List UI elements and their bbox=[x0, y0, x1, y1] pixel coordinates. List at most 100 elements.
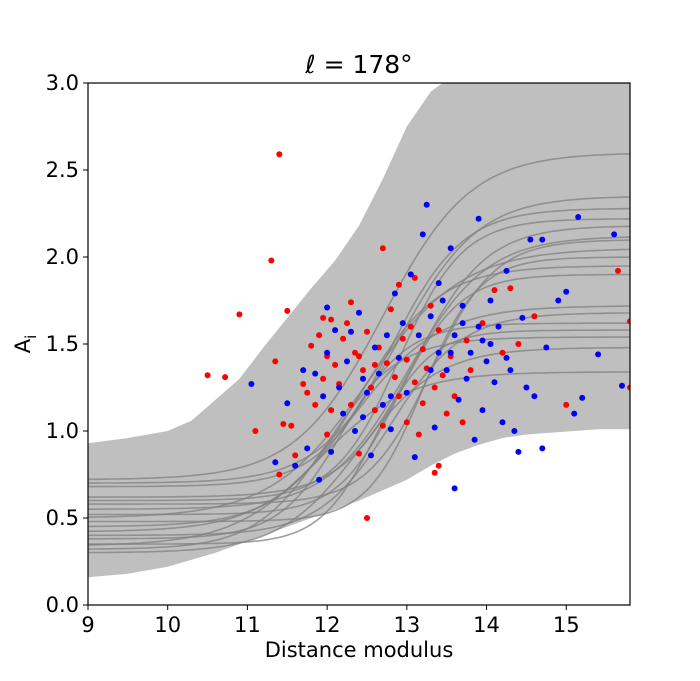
blue-data-point bbox=[391, 290, 398, 297]
blue-data-point bbox=[284, 400, 291, 407]
blue-data-point bbox=[519, 314, 526, 321]
extinction-curve-6 bbox=[88, 248, 630, 518]
y-tick-label: 1.0 bbox=[46, 419, 79, 443]
y-axis-label-main: A bbox=[11, 338, 35, 353]
blue-data-point bbox=[487, 297, 494, 304]
red-data-point bbox=[312, 401, 319, 408]
red-data-point bbox=[272, 358, 279, 365]
blue-data-point bbox=[439, 297, 446, 304]
blue-data-point bbox=[475, 323, 482, 330]
blue-data-point bbox=[467, 349, 474, 356]
extinction-curve-13 bbox=[88, 336, 630, 550]
red-data-point bbox=[491, 287, 498, 294]
blue-data-point bbox=[595, 351, 602, 358]
red-data-point bbox=[332, 361, 339, 368]
red-data-point bbox=[403, 419, 410, 426]
blue-data-point bbox=[427, 313, 434, 320]
blue-data-point bbox=[427, 367, 434, 374]
blue-data-point bbox=[399, 320, 406, 327]
blue-data-point bbox=[471, 436, 478, 443]
red-data-point bbox=[411, 379, 418, 386]
x-tick-label: 11 bbox=[234, 613, 261, 637]
uncertainty-band bbox=[88, 83, 630, 578]
red-data-point bbox=[435, 327, 442, 334]
blue-data-point bbox=[383, 332, 390, 339]
red-data-point bbox=[407, 323, 414, 330]
blue-data-point bbox=[479, 407, 486, 414]
blue-data-point bbox=[511, 428, 518, 434]
x-tick-label: 13 bbox=[393, 613, 420, 637]
blue-data-point bbox=[447, 245, 454, 252]
blue-data-point bbox=[463, 375, 470, 382]
red-data-point bbox=[288, 422, 295, 429]
y-tick-label: 2.0 bbox=[46, 245, 79, 269]
blue-data-point bbox=[403, 389, 410, 396]
blue-data-point bbox=[543, 344, 550, 351]
blue-data-point bbox=[443, 367, 450, 374]
red-data-point bbox=[340, 335, 347, 342]
red-data-point bbox=[368, 384, 374, 391]
blue-data-point bbox=[344, 358, 350, 365]
blue-data-point bbox=[324, 304, 331, 311]
red-data-point bbox=[328, 407, 335, 414]
blue-data-point bbox=[523, 384, 530, 391]
blue-data-point bbox=[435, 280, 442, 287]
y-axis-label: Ai bbox=[11, 335, 40, 354]
extinction-curve-3 bbox=[88, 218, 630, 502]
blue-data-point bbox=[435, 349, 442, 356]
blue-data-point bbox=[611, 231, 618, 238]
red-data-point bbox=[364, 515, 370, 521]
red-data-point bbox=[419, 400, 426, 407]
blue-data-point bbox=[423, 201, 430, 208]
blue-data-point bbox=[248, 381, 255, 387]
blue-data-point bbox=[431, 424, 438, 431]
red-data-point bbox=[431, 384, 438, 391]
blue-data-point bbox=[340, 410, 347, 417]
red-data-point bbox=[344, 320, 350, 327]
blue-data-point bbox=[324, 349, 331, 356]
blue-data-point bbox=[371, 344, 378, 351]
blue-data-point bbox=[459, 320, 466, 327]
red-data-point bbox=[204, 372, 211, 379]
red-data-point bbox=[507, 285, 514, 292]
red-data-point bbox=[348, 299, 354, 306]
red-data-point bbox=[320, 375, 327, 382]
blue-data-point bbox=[575, 214, 582, 220]
red-data-point bbox=[499, 349, 506, 356]
red-data-point bbox=[439, 372, 446, 379]
extinction-curve-7 bbox=[88, 256, 630, 523]
blue-data-point bbox=[531, 393, 538, 400]
y-tick-label: 3.0 bbox=[46, 71, 79, 95]
blue-data-point bbox=[395, 354, 402, 361]
blue-data-point bbox=[312, 370, 319, 377]
extinction-curve-14 bbox=[88, 346, 630, 554]
blue-data-point bbox=[507, 367, 514, 374]
blue-data-point bbox=[455, 396, 462, 403]
blue-data-point bbox=[479, 337, 486, 344]
blue-data-point bbox=[503, 354, 510, 361]
blue-data-point bbox=[360, 375, 366, 382]
data-points-layer bbox=[204, 151, 630, 521]
extinction-curve-10 bbox=[88, 312, 630, 537]
extinction-curve-8 bbox=[88, 265, 630, 528]
red-data-point bbox=[268, 257, 275, 264]
x-axis-ticks: 9 10 11 12 13 14 15 bbox=[81, 605, 580, 637]
blue-data-point bbox=[563, 288, 570, 295]
red-data-point bbox=[379, 245, 386, 252]
y-axis-ticks: 0.0 0.5 1.0 1.5 2.0 2.5 3.0 bbox=[46, 71, 88, 617]
blue-data-point bbox=[320, 393, 327, 400]
x-tick-label: 9 bbox=[81, 613, 94, 637]
blue-data-point bbox=[360, 414, 366, 421]
blue-data-point bbox=[555, 297, 562, 304]
red-data-point bbox=[308, 342, 315, 349]
red-data-point bbox=[292, 452, 299, 459]
blue-data-point bbox=[364, 389, 370, 396]
red-data-point bbox=[324, 431, 331, 438]
red-data-point bbox=[304, 389, 311, 396]
extinction-curve-15 bbox=[88, 371, 630, 546]
red-data-point bbox=[328, 316, 335, 323]
y-tick-label: 0.5 bbox=[46, 506, 79, 530]
red-data-point bbox=[431, 469, 438, 476]
red-data-point bbox=[479, 320, 486, 327]
red-data-point bbox=[252, 428, 259, 434]
